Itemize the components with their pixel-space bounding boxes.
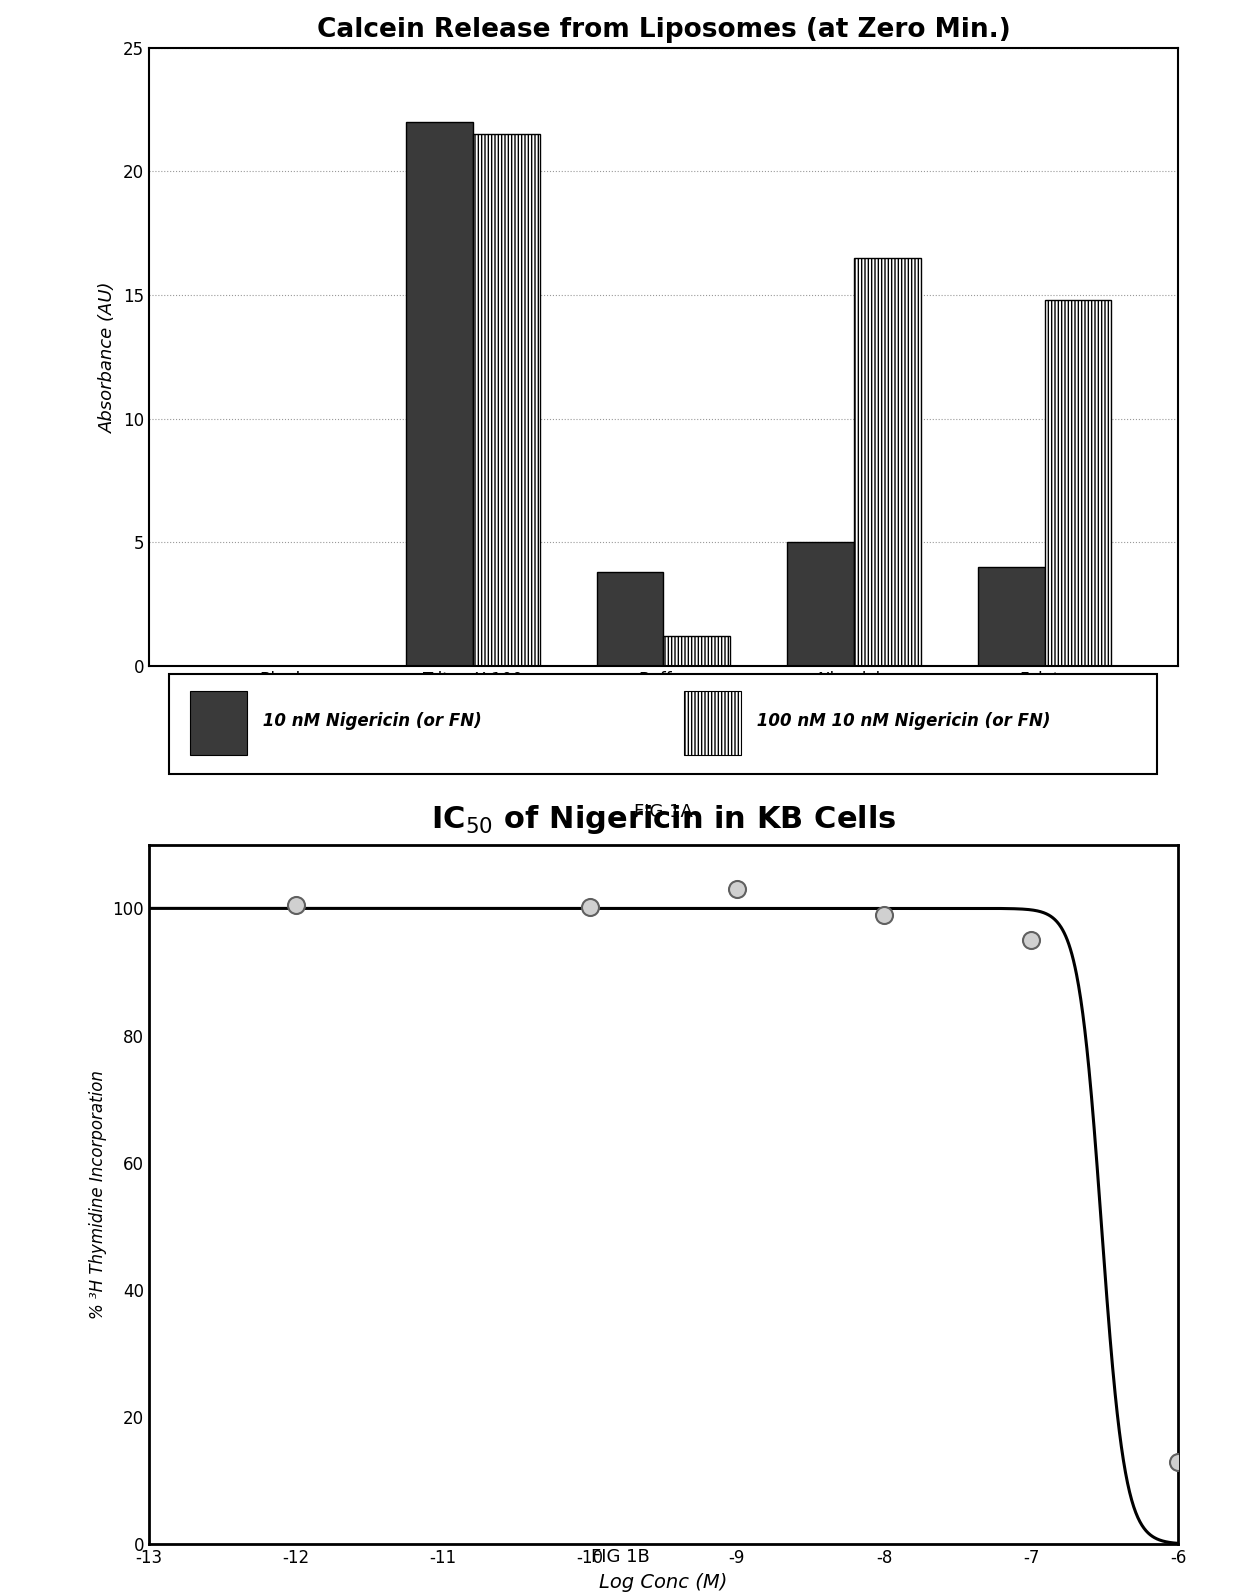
Point: [874, 903, 894, 928]
Bar: [472, 134, 539, 665]
FancyBboxPatch shape: [170, 673, 1157, 774]
Point: [727, 877, 746, 903]
Title: Calcein Release from Liposomes (at Zero Min.): Calcein Release from Liposomes (at Zero …: [316, 16, 1011, 43]
Bar: [1044, 299, 1111, 665]
Title: IC$_{50}$ of Nigericin in KB Cells: IC$_{50}$ of Nigericin in KB Cells: [430, 802, 897, 836]
FancyBboxPatch shape: [190, 691, 247, 755]
X-axis label: Liposome Treatment: Liposome Treatment: [570, 715, 756, 732]
X-axis label: Log Conc (M): Log Conc (M): [599, 1573, 728, 1592]
Bar: [596, 572, 663, 665]
Point: [286, 893, 306, 919]
Text: FIG 1A: FIG 1A: [634, 804, 693, 821]
Bar: [854, 258, 920, 665]
Y-axis label: Absorbance (AU): Absorbance (AU): [99, 282, 118, 433]
Text: 100 nM 10 nM Nigericin (or FN): 100 nM 10 nM Nigericin (or FN): [751, 712, 1050, 729]
Point: [1021, 928, 1040, 954]
Bar: [978, 567, 1044, 665]
Point: [580, 895, 600, 920]
Point: [1168, 1449, 1188, 1474]
Text: FIG 1B: FIG 1B: [590, 1547, 650, 1567]
Y-axis label: % ³H Thymidine Incorporation: % ³H Thymidine Incorporation: [89, 1070, 107, 1318]
Bar: [405, 123, 472, 665]
Bar: [787, 543, 854, 665]
FancyBboxPatch shape: [684, 691, 740, 755]
Bar: [663, 637, 730, 665]
Text: 10 nM Nigericin (or FN): 10 nM Nigericin (or FN): [257, 712, 481, 729]
